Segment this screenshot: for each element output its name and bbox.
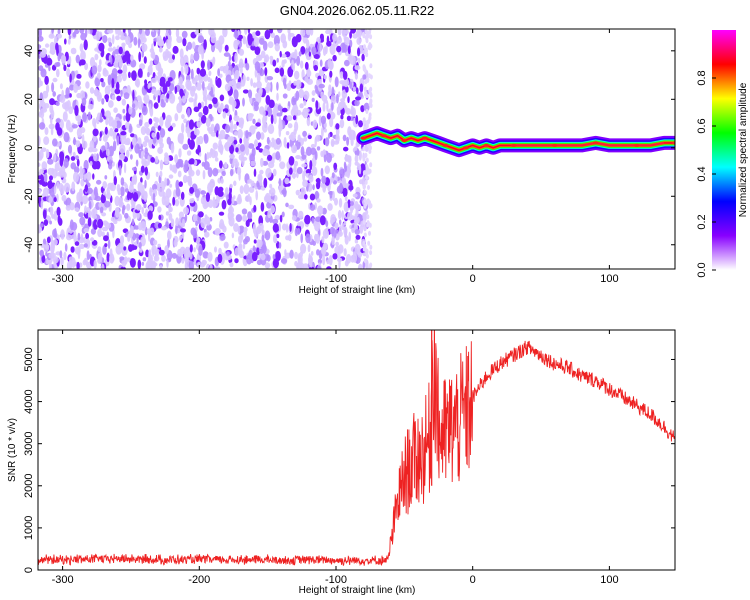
snr-frame [37,329,676,571]
x-tick-label: -200 [188,273,210,285]
track-spot [592,141,599,145]
spectrogram-ylabel: Frequency (Hz) [7,115,18,184]
figure-title: GN04.2026.062.05.11.R22 [280,3,434,18]
track-spot [551,143,558,147]
y-tick-label: 20 [23,93,35,105]
track-spot [633,143,640,147]
track-spot [421,136,428,140]
colorbar-tick-label: 0.8 [696,70,708,85]
y-tick-label: 2000 [23,474,35,498]
track-spot [510,143,517,147]
y-tick-label: -40 [23,237,35,253]
colorbar-tick-label: 0.2 [696,214,708,229]
x-tick-label: 100 [600,273,618,285]
colorbar-gradient [712,30,736,270]
x-tick-label: -100 [325,574,347,586]
y-tick-label: 5000 [23,347,35,371]
snr-marks [38,330,675,567]
track-spot [401,139,408,142]
colorbar-ticks: 0.0 0.2 0.4 0.6 0.8 [696,70,716,278]
y-tick-label: -20 [23,188,35,204]
x-tick-label: -200 [188,574,210,586]
track-spot [442,143,449,147]
track-spot [672,141,675,145]
colorbar: 0.0 0.2 0.4 0.6 0.8 Normalized spectral ampl… [696,30,749,278]
x-tick-label: -100 [325,273,347,285]
y-tick-label: 1000 [23,516,35,540]
snr-xlabel: Height of straight line (km) [299,585,416,596]
y-tick-label: 40 [23,45,35,57]
x-tick-label: -300 [52,574,74,586]
colorbar-tick-label: 0.4 [696,166,708,181]
track-spot [380,134,387,138]
spectrogram-xlabel: Height of straight line (km) [299,285,416,296]
spectrogram-frame [37,28,676,270]
colorbar-label: Normalized spectral amplitude [738,82,749,217]
track-spot [360,136,367,140]
x-tick-label: 0 [470,574,476,586]
track-spot [462,146,469,150]
x-tick-label: -300 [52,273,74,285]
snr-line [38,330,675,567]
y-tick-label: 0 [23,145,35,151]
x-tick-label: 0 [470,273,476,285]
track-spot [483,143,490,147]
colorbar-tick-label: 0.0 [696,262,708,277]
y-tick-label: 0 [23,567,35,573]
colorbar-tick-label: 0.6 [696,118,708,133]
snr-ylabel: SNR (10 * v/v) [7,418,18,482]
y-tick-label: 4000 [23,389,35,413]
spectrogram-marks [38,29,675,269]
noise-speckle [38,29,373,269]
x-tick-label: 100 [600,574,618,586]
y-tick-label: 3000 [23,431,35,455]
